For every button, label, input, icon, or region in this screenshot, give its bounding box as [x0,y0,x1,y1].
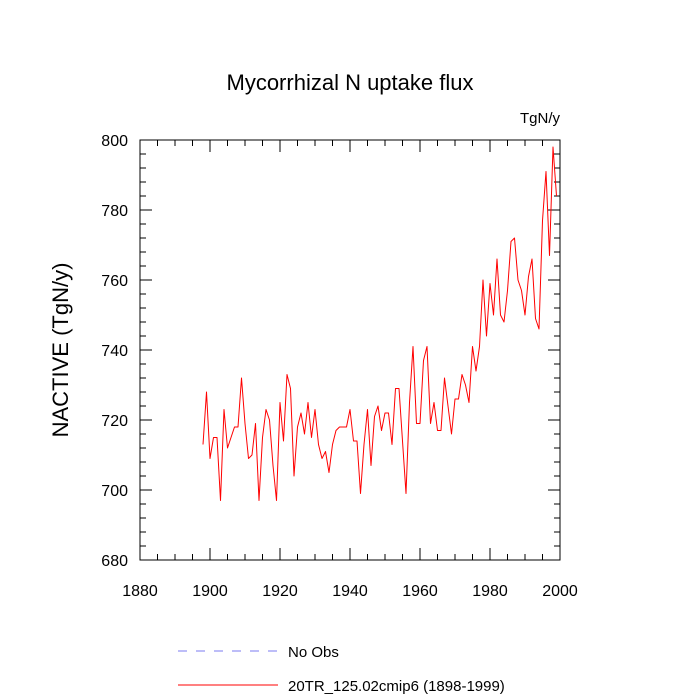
y-tick-label: 780 [101,203,128,220]
axis-tick-labels: 1880 1900 1920 1940 1960 1980 2000 680 700 720 740… [101,133,578,600]
y-tick-label: 760 [101,273,128,290]
y-axis-label: NACTIVE (TgN/y) [48,263,73,438]
y-tick-label: 680 [101,553,128,570]
legend: No Obs 20TR_125.02cmip6 (1898-1999) [178,644,505,695]
y-tick-label: 740 [101,343,128,360]
y-tick-label: 720 [101,413,128,430]
units-label: TgN/y [520,110,561,127]
y-tick-label: 800 [101,133,128,150]
axis-ticks [139,139,561,561]
x-tick-label: 1960 [402,583,438,600]
plot-frame [139,139,561,561]
legend-label: 20TR_125.02cmip6 (1898-1999) [288,678,505,695]
x-tick-label: 1940 [332,583,368,600]
legend-label: No Obs [288,644,339,661]
x-tick-label: 1900 [192,583,228,600]
x-tick-label: 2000 [542,583,578,600]
x-tick-label: 1880 [122,583,158,600]
data-series-line [202,146,557,501]
x-tick-label: 1980 [472,583,508,600]
chart-title: Mycorrhizal N uptake flux [227,70,474,95]
x-tick-label: 1920 [262,583,298,600]
series-layer [202,146,557,501]
y-tick-label: 700 [101,483,128,500]
